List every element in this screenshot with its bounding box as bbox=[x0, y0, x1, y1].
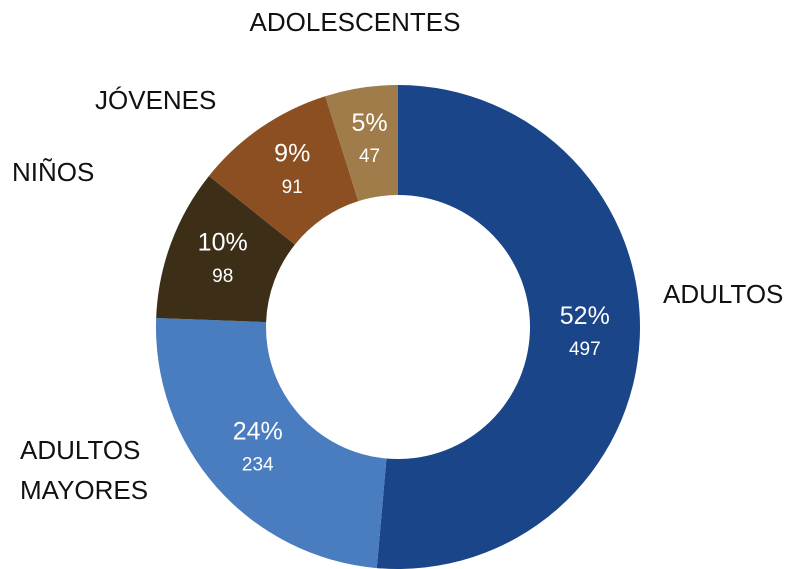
value-label: 91 bbox=[282, 177, 303, 198]
donut-segment bbox=[325, 85, 398, 202]
donut-segment bbox=[376, 85, 640, 569]
category-label: ADOLESCENTES bbox=[250, 7, 461, 37]
percent-label: 10% bbox=[198, 228, 248, 256]
donut-segment bbox=[155, 317, 387, 569]
category-label: JÓVENES bbox=[95, 85, 216, 115]
category-label: ADULTOS MAYORES bbox=[20, 435, 148, 505]
percent-label: 9% bbox=[274, 139, 310, 167]
donut-segment bbox=[156, 175, 295, 323]
donut-segment bbox=[208, 96, 359, 245]
category-label: NIÑOS bbox=[12, 157, 94, 187]
value-label: 497 bbox=[569, 339, 601, 360]
value-label: 234 bbox=[242, 455, 274, 476]
category-label: ADULTOS bbox=[663, 279, 783, 309]
value-label: 98 bbox=[212, 266, 233, 287]
value-label: 47 bbox=[359, 146, 380, 167]
percent-label: 24% bbox=[233, 417, 283, 445]
percent-label: 5% bbox=[351, 109, 387, 137]
percent-label: 52% bbox=[560, 302, 610, 330]
